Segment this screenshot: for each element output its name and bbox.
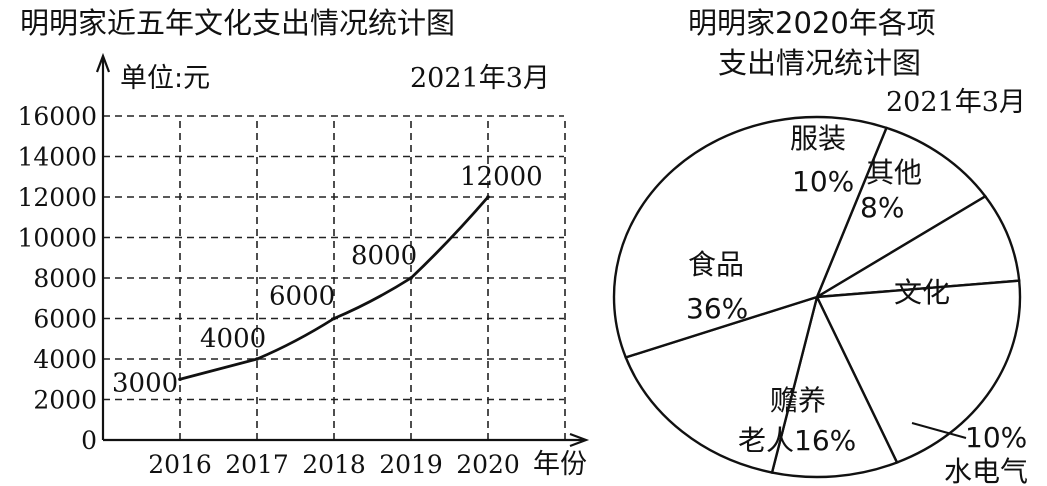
- pie-label-culture: 文化: [894, 276, 950, 309]
- data-point: [178, 377, 182, 382]
- x-axis-arrow: [569, 432, 590, 448]
- y-tick-label: 0: [81, 426, 97, 455]
- x-tick-label: 2017: [225, 450, 289, 479]
- data-point: [332, 316, 336, 321]
- pie-label-food: 食品: [688, 248, 744, 281]
- pie-label-utilities: 水电气: [944, 455, 1028, 486]
- line-chart: 0200040006000800010000120001400016000201…: [17, 52, 590, 479]
- pie-pct-food: 36%: [686, 292, 748, 325]
- y-tick-label: 2000: [33, 386, 97, 415]
- data-label: 8000: [351, 241, 417, 271]
- pie-chart-title-line1: 明明家2020年各项: [688, 6, 936, 40]
- pie-label-clothing: 服装: [790, 122, 846, 155]
- y-tick-label: 8000: [33, 264, 97, 293]
- data-label: 6000: [269, 282, 335, 312]
- pie-slice-elder-care: [624, 295, 819, 474]
- y-axis-arrow: [95, 52, 111, 73]
- y-tick-label: 16000: [17, 102, 97, 131]
- pie-pct-utilities: 10%: [965, 421, 1027, 454]
- y-tick-label: 12000: [17, 183, 97, 212]
- y-tick-label: 4000: [33, 345, 97, 374]
- pie-label-elder-line2: 老人16%: [738, 424, 856, 457]
- utilities-leader-line: [911, 422, 967, 439]
- x-tick-label: 2020: [456, 450, 520, 479]
- x-tick-label: 2016: [148, 450, 212, 479]
- pie-slice-other: [816, 194, 1021, 299]
- pie-label-other: 其他: [866, 156, 922, 189]
- pie-slice-food: [612, 115, 889, 359]
- data-point: [255, 357, 259, 361]
- pie-slice-utilities: [770, 293, 899, 479]
- pie-pct-clothing: 10%: [792, 165, 854, 198]
- y-tick-label: 14000: [17, 143, 97, 172]
- x-tick-label: 2019: [379, 450, 443, 479]
- pie-slice-culture: [815, 279, 1022, 464]
- pie-chart-date: 2021年3月: [886, 87, 1026, 118]
- x-axis-label: 年份: [533, 449, 587, 480]
- data-label: 4000: [200, 324, 266, 354]
- y-tick-label: 6000: [33, 305, 97, 334]
- data-label: 3000: [112, 368, 178, 398]
- line-chart-date: 2021年3月: [410, 63, 550, 94]
- y-axis-unit-label: 单位:元: [120, 63, 210, 94]
- x-tick-label: 2018: [302, 450, 366, 479]
- data-point: [486, 195, 490, 199]
- line-chart-title: 明明家近五年文化支出情况统计图: [20, 6, 455, 40]
- data-point: [409, 276, 413, 280]
- pie-chart: [612, 115, 1022, 479]
- pie-slice-clothing: [814, 126, 988, 300]
- pie-chart-title-line2: 支出情况统计图: [718, 46, 921, 80]
- data-label: 12000: [460, 162, 543, 192]
- pie-label-elder-line1: 赡养: [770, 384, 826, 417]
- y-tick-label: 10000: [17, 224, 97, 253]
- pie-pct-other: 8%: [860, 191, 904, 224]
